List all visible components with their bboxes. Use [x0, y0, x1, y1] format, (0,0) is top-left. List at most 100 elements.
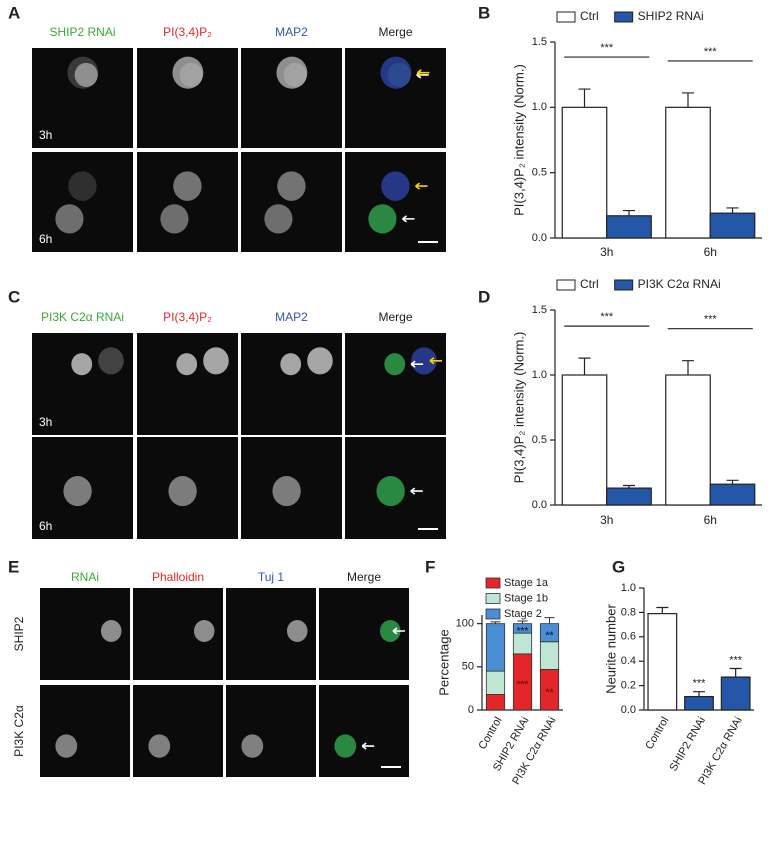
bar-segment [539, 641, 560, 670]
bar [709, 212, 756, 239]
cell [384, 353, 406, 376]
cell [148, 734, 171, 758]
error-bar [726, 207, 739, 214]
y-axis-label: PI(3,4)P₂ intensity (Norm.) [511, 64, 526, 216]
column-header: Merge [378, 310, 412, 324]
legend-swatch [485, 608, 501, 620]
cell [368, 204, 397, 234]
significance: *** [517, 626, 529, 637]
column-header: MAP2 [275, 310, 308, 324]
column-header: PI(3,4)P₂ [163, 25, 212, 39]
micrograph [241, 152, 342, 252]
error-bar [623, 484, 636, 489]
significance: *** [600, 42, 614, 54]
micrograph [345, 152, 446, 252]
error-bar [693, 691, 705, 697]
y-tick-label: 0.0 [532, 499, 547, 511]
significance: *** [693, 678, 707, 690]
bar [606, 215, 652, 239]
arrow [361, 742, 375, 750]
cell [63, 476, 92, 507]
y-tick-label: 0.8 [621, 606, 636, 618]
y-tick-label: 1.5 [532, 304, 547, 316]
arrow [410, 360, 424, 368]
legend-swatch [614, 279, 634, 291]
error-bar [656, 606, 669, 614]
y-tick-label: 0.0 [532, 232, 547, 244]
panel-label: A [8, 3, 20, 22]
cell [71, 353, 93, 376]
legend-label: PI3K C2α RNAi [638, 277, 721, 291]
y-tick-label: 1.5 [532, 36, 547, 48]
micrograph [137, 333, 238, 435]
bar [561, 374, 608, 506]
cell [193, 619, 215, 643]
cell [168, 476, 197, 507]
bar [720, 676, 751, 711]
panel-label: F [425, 557, 435, 576]
error-bar [544, 617, 555, 624]
legend-swatch [556, 279, 576, 291]
panel-label: G [612, 557, 625, 576]
panel-label: E [8, 557, 19, 576]
bar [665, 374, 711, 506]
significance: *** [704, 314, 718, 326]
cell [67, 56, 99, 89]
error-bar [578, 88, 591, 108]
bar [606, 487, 652, 506]
row-label: 3h [39, 415, 52, 429]
y-tick-label: 100 [456, 618, 474, 630]
error-bar [681, 360, 694, 375]
error-bar [726, 479, 739, 485]
y-tick-label: 50 [462, 661, 474, 673]
y-tick-label: 0.4 [621, 655, 636, 667]
cell [411, 347, 437, 375]
column-header: Merge [347, 570, 381, 584]
arrow [415, 182, 428, 190]
y-tick-label: 1.0 [532, 369, 547, 381]
legend-label: Ctrl [580, 9, 599, 23]
column-header: PI(3,4)P₂ [163, 310, 212, 324]
bar [561, 106, 608, 239]
cell [381, 171, 410, 201]
arrow [392, 627, 405, 635]
cell [280, 353, 302, 376]
y-tick-label: 0.0 [621, 704, 636, 716]
legend-swatch [556, 11, 576, 23]
column-header: Phalloidin [152, 570, 204, 584]
bar [684, 695, 714, 711]
y-tick-label: 0.5 [532, 167, 547, 179]
x-tick-label: Control [643, 715, 671, 752]
bar-segment [485, 670, 506, 695]
error-bar [517, 620, 528, 624]
y-tick-label: 0.6 [621, 631, 636, 643]
column-header: RNAi [71, 570, 99, 584]
legend-label: Stage 1b [504, 592, 548, 604]
cell [98, 347, 124, 375]
row-label: SHIP2 [12, 616, 26, 651]
cell [276, 56, 308, 89]
arrow [410, 487, 423, 495]
micrograph [319, 685, 409, 777]
column-header: Merge [378, 25, 412, 39]
y-tick-label: 1.0 [532, 101, 547, 113]
legend-swatch [614, 11, 634, 23]
micrograph [345, 333, 446, 435]
x-tick-label: SHIP2 RNAi [667, 715, 708, 773]
x-tick-label: 3h [600, 245, 613, 259]
x-tick-label: 6h [704, 513, 717, 527]
cell [379, 619, 401, 643]
cell [68, 171, 97, 201]
arrow [429, 357, 442, 365]
cell [173, 171, 202, 201]
cell [241, 734, 264, 758]
arrow [402, 215, 415, 223]
row-label: 3h [39, 128, 52, 142]
legend-label: Stage 2 [504, 608, 542, 620]
panel-label: C [8, 287, 20, 306]
micrograph [241, 333, 342, 435]
cell [286, 619, 308, 643]
cell [100, 619, 122, 643]
error-bar [681, 92, 694, 108]
